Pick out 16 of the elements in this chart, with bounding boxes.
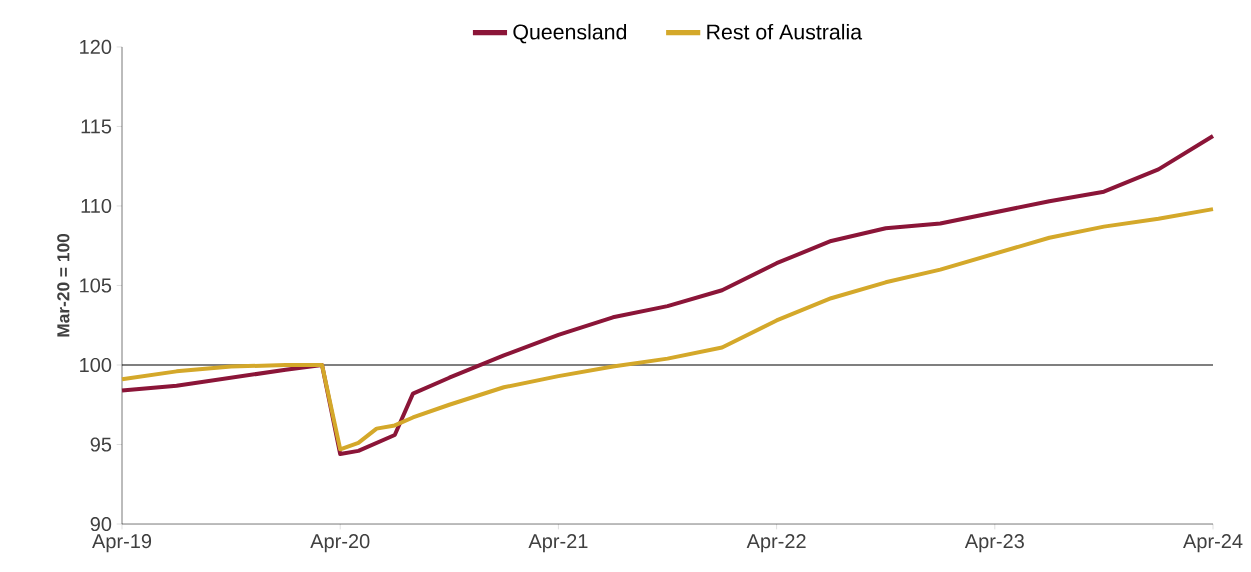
y-tick-label: 110 [81,198,112,214]
y-tick-label: 105 [80,278,112,293]
y-tick-label: 120 [80,39,112,54]
legend-label: Queensland [513,23,627,44]
y-axis-title: Mar-20 = 100 [57,233,70,337]
y-tick-label: 115 [81,119,112,134]
x-tick-label: Apr-21 [528,534,588,553]
y-tick-label: 95 [90,437,112,452]
legend-label: Rest of Australia [707,23,863,40]
y-tick-label: 90 [90,516,112,532]
x-tick-label: Apr-19 [92,534,152,553]
x-tick-label: Apr-20 [310,534,370,553]
y-tick-label: 100 [80,357,112,373]
x-tick-label: Apr-23 [964,534,1024,553]
x-tick-label: Apr-24 [1183,534,1243,553]
x-tick-label: Apr-22 [746,534,806,553]
